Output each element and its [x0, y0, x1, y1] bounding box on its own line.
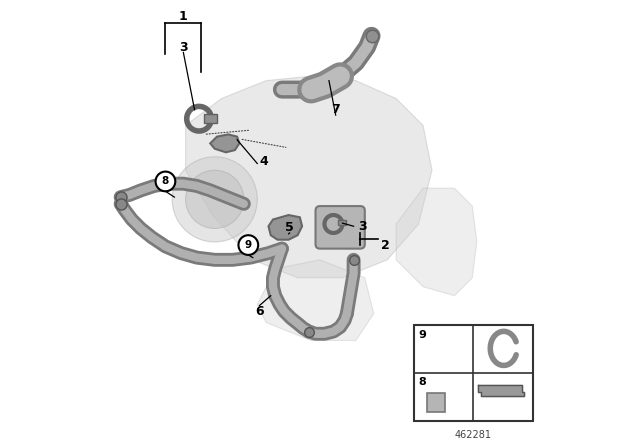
- Text: 6: 6: [255, 305, 264, 318]
- Circle shape: [239, 235, 258, 255]
- Circle shape: [156, 172, 175, 191]
- Text: 4: 4: [260, 155, 268, 168]
- Bar: [204, 114, 217, 123]
- Text: 9: 9: [419, 330, 426, 340]
- Text: 3: 3: [179, 40, 188, 54]
- Polygon shape: [396, 188, 477, 296]
- Circle shape: [172, 157, 257, 242]
- Bar: [414, 325, 532, 421]
- Polygon shape: [478, 385, 525, 396]
- Circle shape: [186, 170, 244, 228]
- Text: 8: 8: [419, 377, 426, 388]
- Bar: [338, 220, 346, 225]
- Bar: [427, 393, 445, 412]
- Text: 8: 8: [162, 177, 169, 186]
- Text: 7: 7: [332, 103, 340, 116]
- Text: 2: 2: [381, 239, 389, 252]
- Text: 5: 5: [285, 221, 294, 234]
- Text: 3: 3: [358, 220, 367, 233]
- Polygon shape: [186, 76, 432, 278]
- Polygon shape: [210, 134, 239, 152]
- FancyBboxPatch shape: [316, 206, 365, 249]
- Text: 462281: 462281: [455, 430, 492, 440]
- Polygon shape: [269, 215, 302, 240]
- Text: 1: 1: [179, 10, 188, 23]
- Text: 9: 9: [244, 240, 252, 250]
- Polygon shape: [257, 260, 374, 340]
